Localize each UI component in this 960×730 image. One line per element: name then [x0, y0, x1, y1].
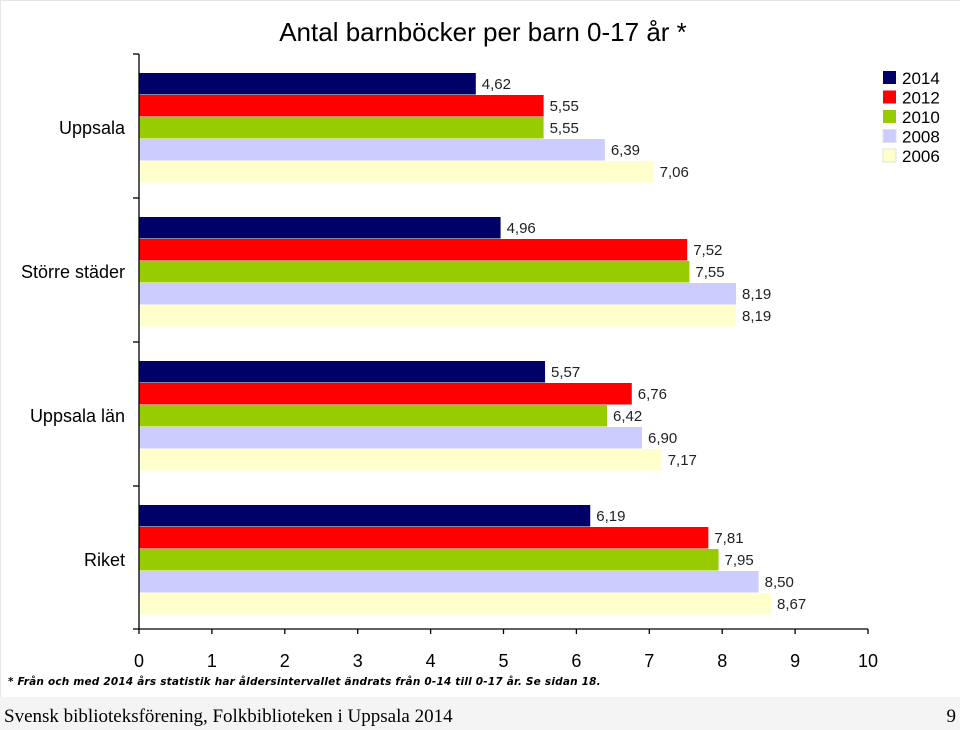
bar-2010	[139, 117, 544, 139]
bar-2014	[139, 73, 476, 95]
data-label: 7,06	[660, 164, 689, 181]
data-label: 7,95	[725, 552, 754, 569]
bar-2008	[139, 571, 759, 593]
data-label: 5,55	[550, 98, 579, 115]
x-tick-label: 7	[644, 651, 654, 671]
legend-swatch-2008	[882, 129, 897, 143]
bar-2012	[139, 383, 632, 405]
data-label: 7,52	[693, 242, 722, 259]
legend-label-2010: 2010	[902, 108, 940, 127]
legend-label-2014: 2014	[902, 69, 940, 88]
data-label: 8,19	[742, 286, 771, 303]
category-label: Riket	[84, 550, 125, 570]
data-labels-group: 4,62 5,55 5,55 6,39 7,06 4,96 7,52 7,55 8,19 8,19…	[482, 76, 806, 613]
x-tick-label: 4	[426, 651, 436, 671]
bar-2010	[139, 261, 690, 283]
footer-bar: Svensk biblioteksförening, Folkbibliotek…	[0, 697, 960, 730]
bar-2008	[139, 283, 737, 305]
data-label: 8,19	[742, 308, 771, 325]
category-label: Större städer	[21, 262, 125, 282]
bar-2006	[139, 593, 772, 615]
bar-2010	[139, 549, 719, 571]
data-label: 6,42	[613, 408, 642, 425]
chart-area: Antal barnböcker per barn 0-17 år * 4,62…	[0, 0, 960, 697]
bar-2014	[139, 217, 501, 239]
x-tick-label: 6	[571, 651, 581, 671]
legend-swatch-2014	[883, 71, 896, 84]
category-label: Uppsala	[59, 118, 126, 138]
bar-2006	[139, 449, 662, 471]
legend-label-2012: 2012	[902, 89, 940, 108]
legend-swatch-2010	[883, 110, 896, 123]
data-label: 7,81	[714, 530, 743, 547]
footnote: * Från och med 2014 års statistik har ål…	[8, 676, 601, 688]
x-tick-label: 5	[498, 651, 508, 671]
bar-2010	[139, 405, 608, 427]
x-tick-label: 1	[207, 651, 217, 671]
page-number: 9	[946, 706, 957, 727]
bars-group	[139, 73, 772, 615]
bar-2008	[139, 427, 643, 449]
bar-2012	[139, 239, 688, 261]
legend-swatch-2006	[882, 148, 897, 163]
data-label: 6,39	[611, 142, 640, 159]
axes: Uppsala Större städer Uppsala län Riket 0 1 2 3…	[21, 53, 878, 671]
bar-2012	[139, 95, 544, 117]
bar-2008	[139, 139, 605, 161]
x-tick-label: 10	[858, 651, 878, 671]
x-tick-label: 9	[790, 651, 800, 671]
legend-swatch-2012	[883, 90, 896, 104]
x-tick-label: 3	[353, 651, 363, 671]
bar-2006	[139, 161, 654, 183]
data-label: 8,67	[777, 596, 806, 613]
bar-chart: Antal barnböcker per barn 0-17 år * 4,62…	[21, 17, 940, 671]
bar-2012	[139, 527, 709, 549]
legend-label-2006: 2006	[902, 147, 940, 166]
data-label: 6,76	[638, 386, 667, 403]
chart-title: Antal barnböcker per barn 0-17 år *	[279, 17, 687, 47]
bar-2006	[139, 305, 737, 327]
data-label: 4,96	[507, 220, 536, 237]
data-label: 6,90	[648, 430, 677, 447]
data-label: 7,55	[695, 264, 724, 281]
category-label: Uppsala län	[30, 406, 125, 426]
data-label: 8,50	[765, 574, 794, 591]
data-label: 6,19	[596, 508, 625, 525]
bar-2014	[139, 361, 546, 383]
x-tick-label: 8	[717, 651, 727, 671]
data-label: 7,17	[668, 452, 697, 469]
x-tick-label: 0	[134, 651, 144, 671]
data-label: 4,62	[482, 76, 511, 93]
data-label: 5,55	[550, 120, 579, 137]
legend-label-2008: 2008	[902, 128, 940, 147]
footer-source: Svensk biblioteksförening, Folkbibliotek…	[4, 706, 453, 727]
data-label: 5,57	[551, 364, 580, 381]
bar-2014	[139, 505, 591, 527]
x-tick-label: 2	[280, 651, 290, 671]
